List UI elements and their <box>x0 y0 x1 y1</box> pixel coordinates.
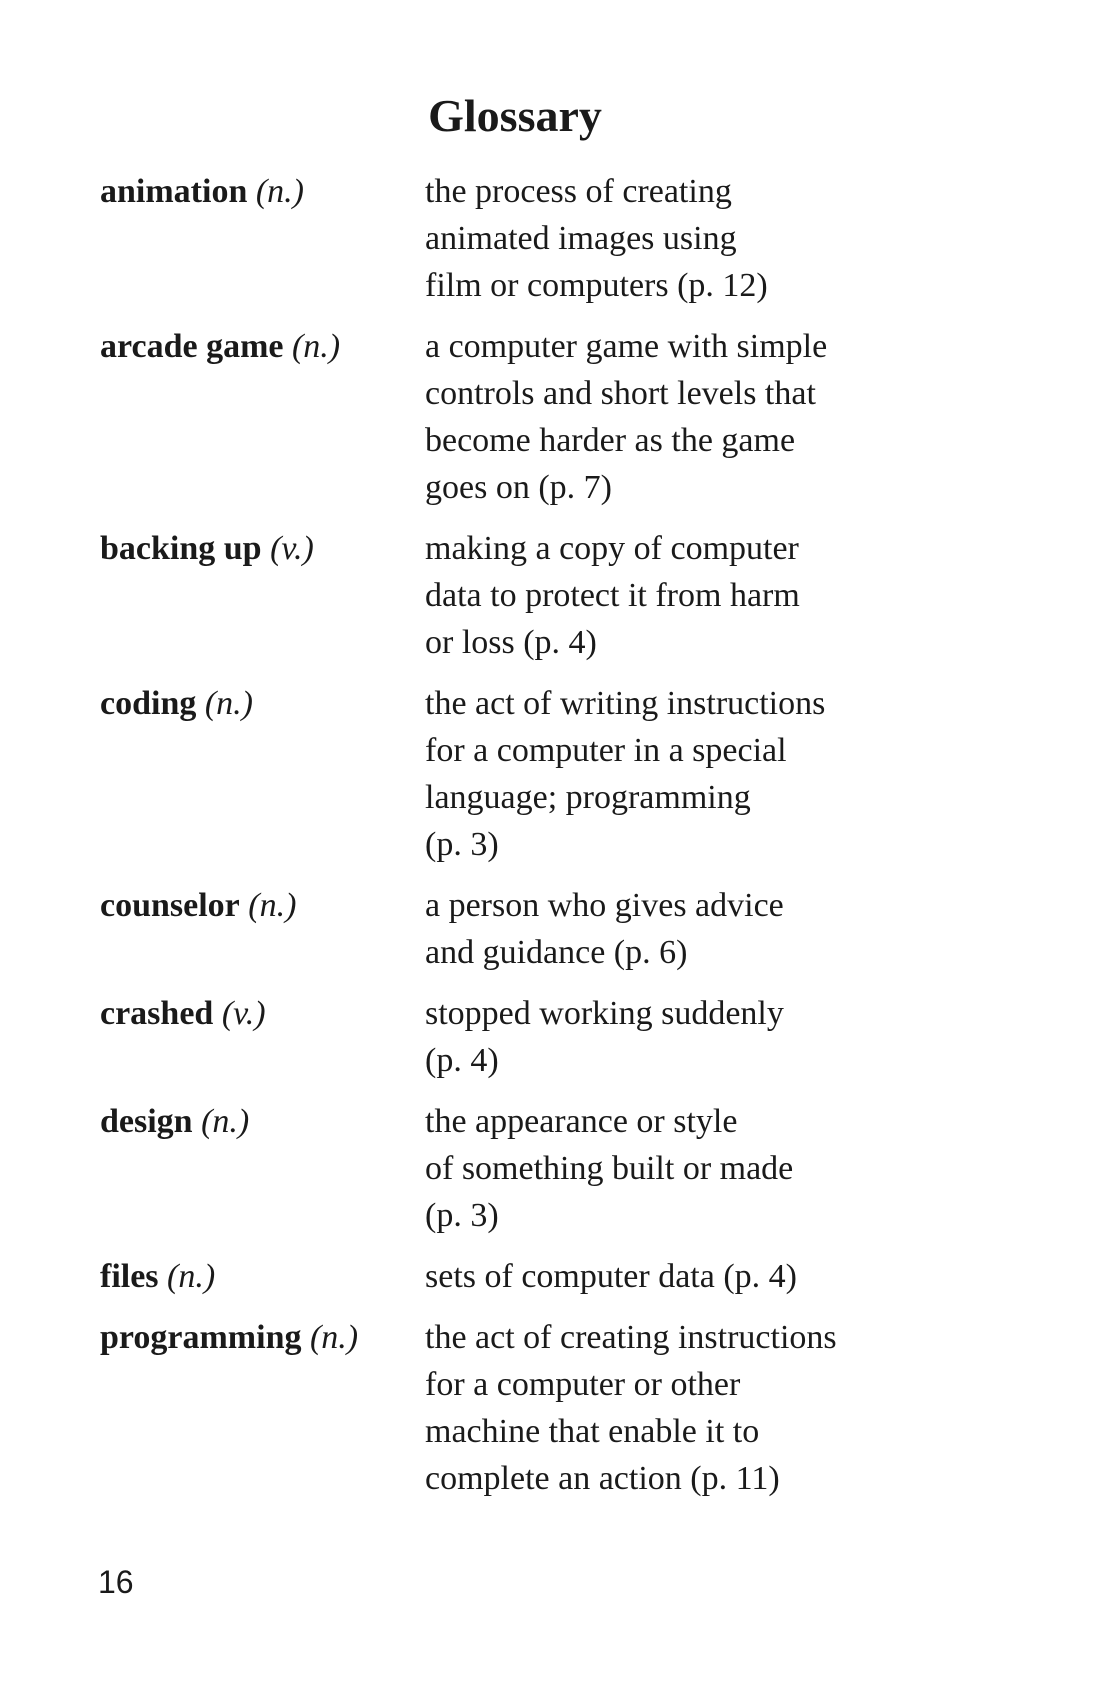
glossary-list: animation (n.) the process of creating a… <box>100 168 980 1516</box>
part-of-speech: (n.) <box>255 173 305 210</box>
part-of-speech: (n.) <box>167 1258 216 1295</box>
term-word: crashed <box>100 995 214 1032</box>
entry-term: coding (n.) <box>100 680 425 868</box>
glossary-entry-arcade-game: arcade game (n.) a computer game with si… <box>100 323 980 511</box>
definition-line: a person who gives advice <box>425 887 784 924</box>
entry-term: backing up (v.) <box>100 525 425 666</box>
definition-line: of something built or made <box>425 1150 794 1187</box>
glossary-entry-coding: coding (n.) the act of writing instructi… <box>100 680 980 868</box>
part-of-speech: (n.) <box>291 328 341 365</box>
entry-definition: sets of computer data (p. 4) <box>425 1253 965 1300</box>
entry-term: files (n.) <box>100 1253 425 1300</box>
entry-term: programming (n.) <box>100 1314 425 1502</box>
entry-definition: stopped working suddenly (p. 4) <box>425 990 965 1084</box>
glossary-entry-crashed: crashed (v.) stopped working suddenly (p… <box>100 990 980 1084</box>
entry-definition: a person who gives advice and guidance (… <box>425 882 965 976</box>
term-word: programming <box>100 1319 302 1356</box>
definition-line: language; programming <box>425 779 751 816</box>
definition-line: (p. 4) <box>425 1042 499 1079</box>
definition-line: data to protect it from harm <box>425 577 800 614</box>
definition-line: or loss (p. 4) <box>425 624 597 661</box>
definition-line: complete an action (p. 11) <box>425 1460 780 1497</box>
entry-term: animation (n.) <box>100 168 425 309</box>
definition-line: for a computer or other <box>425 1366 741 1403</box>
glossary-entry-programming: programming (n.) the act of creating ins… <box>100 1314 980 1502</box>
definition-line: become harder as the game <box>425 422 796 459</box>
entry-definition: the appearance or style of something bui… <box>425 1098 965 1239</box>
entry-term: crashed (v.) <box>100 990 425 1084</box>
term-word: design <box>100 1103 193 1140</box>
glossary-entry-files: files (n.) sets of computer data (p. 4) <box>100 1253 980 1300</box>
part-of-speech: (n.) <box>201 1103 250 1140</box>
definition-line: stopped working suddenly <box>425 995 784 1032</box>
entry-definition: a computer game with simple controls and… <box>425 323 965 511</box>
definition-line: and guidance (p. 6) <box>425 934 688 971</box>
definition-line: (p. 3) <box>425 1197 499 1234</box>
glossary-entry-animation: animation (n.) the process of creating a… <box>100 168 980 309</box>
part-of-speech: (n.) <box>248 887 297 924</box>
definition-line: the process of creating <box>425 173 732 210</box>
term-word: backing up <box>100 530 262 567</box>
entry-term: design (n.) <box>100 1098 425 1239</box>
page-title: Glossary <box>428 90 602 141</box>
term-word: coding <box>100 685 197 722</box>
entry-term: arcade game (n.) <box>100 323 425 511</box>
glossary-entry-counselor: counselor (n.) a person who gives advice… <box>100 882 980 976</box>
definition-line: animated images using <box>425 220 737 257</box>
term-word: animation <box>100 173 248 210</box>
definition-line: the act of creating instructions <box>425 1319 837 1356</box>
part-of-speech: (n.) <box>309 1319 359 1356</box>
page-number: 16 <box>98 1564 134 1600</box>
term-word: files <box>100 1258 159 1295</box>
part-of-speech: (v.) <box>221 995 266 1032</box>
term-word: arcade game <box>100 328 284 365</box>
part-of-speech: (n.) <box>204 685 254 722</box>
entry-definition: the act of creating instructions for a c… <box>425 1314 965 1502</box>
part-of-speech: (v.) <box>270 530 314 567</box>
definition-line: for a computer in a special <box>425 732 787 769</box>
definition-line: the appearance or style <box>425 1103 738 1140</box>
entry-definition: the process of creating animated images … <box>425 168 965 309</box>
definition-line: making a copy of computer <box>425 530 799 567</box>
definition-line: goes on (p. 7) <box>425 469 612 506</box>
entry-definition: making a copy of computer data to protec… <box>425 525 965 666</box>
glossary-entry-backing-up: backing up (v.) making a copy of compute… <box>100 525 980 666</box>
definition-line: controls and short levels that <box>425 375 816 412</box>
definition-line: machine that enable it to <box>425 1413 760 1450</box>
definition-line: the act of writing instructions <box>425 685 826 722</box>
glossary-entry-design: design (n.) the appearance or style of s… <box>100 1098 980 1239</box>
definition-line: film or computers (p. 12) <box>425 267 768 304</box>
entry-term: counselor (n.) <box>100 882 425 976</box>
definition-line: a computer game with simple <box>425 328 828 365</box>
entry-definition: the act of writing instructions for a co… <box>425 680 965 868</box>
definition-line: sets of computer data (p. 4) <box>425 1258 797 1295</box>
term-word: counselor <box>100 887 240 924</box>
definition-line: (p. 3) <box>425 826 499 863</box>
